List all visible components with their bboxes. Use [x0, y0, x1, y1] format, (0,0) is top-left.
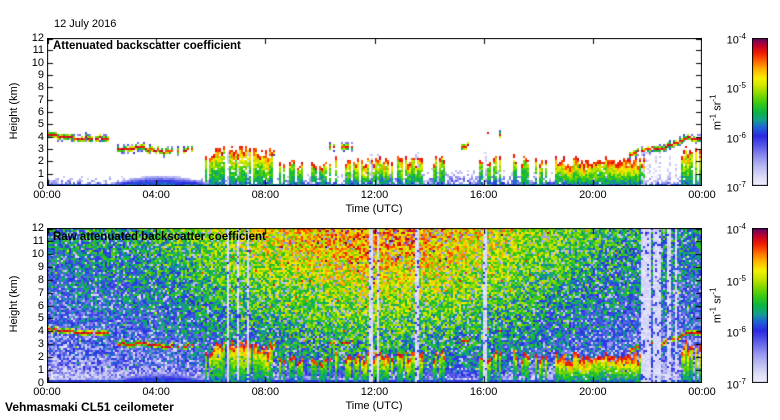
- y-tick-label: 3: [37, 143, 44, 155]
- x-tick-label: 04:00: [142, 386, 170, 398]
- x-tick-label: 04:00: [142, 189, 170, 201]
- y-tick-label: 4: [37, 130, 44, 143]
- panel1-x-axis-label: Time (UTC): [345, 203, 403, 215]
- x-tick-label: 12:00: [360, 189, 389, 201]
- colorbar-1: [752, 38, 768, 186]
- x-tick-label: 08:00: [251, 386, 280, 398]
- y-tick-label: 8: [37, 273, 44, 286]
- y-tick-label: 0: [37, 180, 44, 192]
- colorbar-tick-label: 10-5: [726, 81, 746, 96]
- x-tick-label: 20:00: [579, 189, 607, 201]
- y-tick-label: 7: [37, 93, 44, 106]
- y-tick-label: 3: [37, 338, 44, 351]
- panel2-title: Raw attenuated backscatter coefficient: [53, 231, 266, 243]
- x-tick-label: 00:00: [688, 189, 716, 201]
- colorbar-2-unit-label: m-1 sr-1: [708, 287, 724, 324]
- x-tick-label: 16:00: [469, 386, 498, 398]
- y-tick-label: 11: [32, 44, 44, 57]
- x-tick-label: 08:00: [251, 189, 280, 201]
- colorbar-1-unit-label: m-1 sr-1: [708, 94, 724, 131]
- y-tick-label: 6: [37, 106, 44, 118]
- y-tick-label: 1: [37, 364, 44, 377]
- y-tick-label: 4: [37, 325, 44, 338]
- panel2-x-axis-label: Time (UTC): [345, 400, 403, 412]
- y-tick-label: 9: [37, 260, 44, 273]
- y-tick-label: 7: [37, 286, 44, 299]
- y-tick-label: 5: [37, 312, 44, 325]
- colorbar-tick-label: 10-4: [726, 32, 746, 47]
- y-tick-label: 2: [37, 351, 44, 364]
- y-tick-label: 1: [37, 167, 44, 180]
- y-tick-label: 11: [32, 234, 44, 247]
- y-tick-label: 10: [31, 247, 44, 260]
- x-tick-label: 16:00: [469, 189, 498, 201]
- y-tick-label: 5: [37, 118, 44, 131]
- date-label: 12 July 2016: [54, 18, 117, 30]
- instrument-label: Vehmasmaki CL51 ceilometer: [5, 400, 174, 414]
- y-tick-label: 12: [31, 222, 44, 234]
- x-tick-label: 12:00: [360, 386, 389, 398]
- y-tick-label: 12: [31, 32, 44, 44]
- x-tick-label: 20:00: [579, 386, 607, 398]
- x-tick-label: 00:00: [33, 386, 61, 398]
- colorbar-tick-label: 10-5: [726, 273, 746, 289]
- y-tick-label: 9: [37, 69, 44, 81]
- colorbar-2: [752, 228, 768, 383]
- colorbar-tick-label: 10-6: [726, 325, 746, 340]
- x-tick-label: 00:00: [33, 189, 61, 201]
- y-tick-label: 2: [37, 155, 44, 168]
- colorbar-tick-label: 10-6: [726, 130, 746, 146]
- y-tick-label: 10: [31, 56, 44, 69]
- y-tick-label: 8: [37, 81, 44, 94]
- backscatter-heatmap-processed: [47, 38, 702, 186]
- y-tick-label: 6: [37, 299, 44, 312]
- colorbar-tick-label: 10-4: [726, 222, 746, 237]
- y-tick-label: 0: [37, 377, 44, 389]
- x-tick-label: 00:00: [688, 386, 716, 398]
- backscatter-heatmap-raw: [47, 228, 702, 383]
- colorbar-tick-label: 10-7: [726, 180, 746, 195]
- panel1-title: Attenuated backscatter coefficient: [53, 40, 241, 52]
- colorbar-tick-label: 10-7: [726, 377, 746, 392]
